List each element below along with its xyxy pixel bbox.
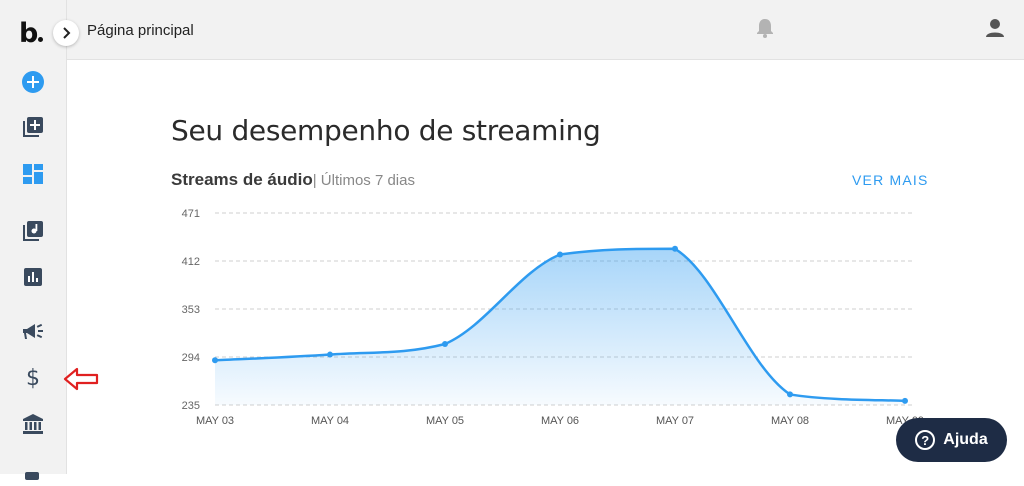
chart-subheading: Streams de áudio| Últimos 7 dias	[171, 170, 415, 190]
help-button[interactable]: ? Ajuda	[896, 418, 1007, 462]
y-tick-label: 235	[182, 400, 200, 412]
page-heading: Seu desempenho de streaming	[171, 114, 601, 147]
chevron-right-icon	[63, 27, 71, 39]
topbar: Página principal	[67, 0, 1024, 60]
money-icon[interactable]: $	[26, 365, 40, 391]
help-icon: ?	[915, 430, 936, 450]
data-point	[787, 391, 793, 398]
x-tick-label: MAY 08	[771, 415, 809, 427]
see-more-link[interactable]: VER MAIS	[852, 172, 929, 188]
series-area	[215, 248, 905, 405]
streams-chart: 471 412 353 294 235 MAY 03 MAY 04 MAY 05 MAY 06 M…	[170, 200, 930, 434]
x-tick-label: MAY 05	[426, 415, 464, 427]
add-release-icon[interactable]	[21, 115, 45, 139]
streams-chart-svg: 471 412 353 294 235 MAY 03 MAY 04 MAY 05 MAY 06 M…	[182, 208, 924, 427]
x-tick-label: MAY 03	[196, 415, 234, 427]
promote-icon[interactable]	[21, 320, 45, 344]
x-tick-label: MAY 06	[541, 415, 579, 427]
more-icon[interactable]	[21, 462, 45, 486]
data-point	[212, 357, 218, 364]
page-title: Página principal	[87, 22, 194, 39]
data-point	[327, 351, 333, 358]
dashboard-icon[interactable]	[21, 162, 45, 186]
bank-icon[interactable]	[21, 412, 45, 436]
y-tick-label: 353	[182, 304, 200, 316]
sidebar: b $	[0, 0, 67, 480]
chart-range-label: | Últimos 7 dias	[312, 172, 415, 189]
bell-icon[interactable]	[756, 18, 774, 43]
x-tick-label: MAY 04	[311, 415, 349, 427]
logo[interactable]: b	[19, 18, 44, 49]
user-icon[interactable]	[985, 18, 1005, 43]
y-tick-label: 471	[182, 208, 200, 220]
chart-subheading-label: Streams de áudio	[171, 170, 313, 189]
add-circle-icon[interactable]	[21, 70, 45, 94]
data-point	[672, 245, 678, 252]
stats-icon[interactable]	[21, 265, 45, 289]
y-tick-label: 294	[182, 352, 200, 364]
x-tick-label: MAY 07	[656, 415, 694, 427]
data-point	[442, 340, 448, 347]
left-arrow-annotation-icon	[63, 367, 99, 396]
data-point	[557, 251, 563, 258]
sidebar-toggle-button[interactable]	[53, 20, 79, 46]
data-point	[902, 397, 908, 404]
library-icon[interactable]	[21, 219, 45, 243]
y-tick-label: 412	[182, 256, 200, 268]
help-label: Ajuda	[943, 431, 988, 448]
